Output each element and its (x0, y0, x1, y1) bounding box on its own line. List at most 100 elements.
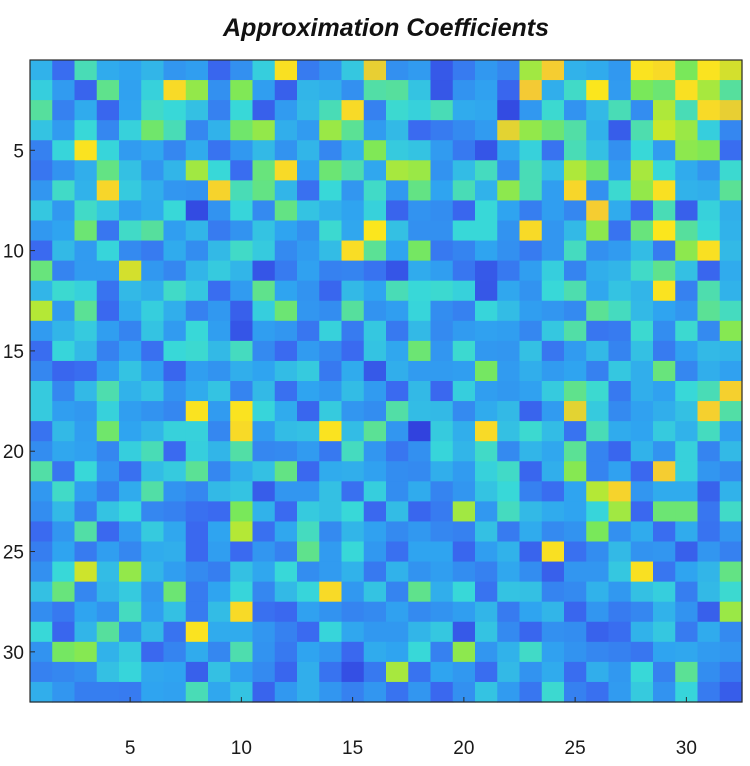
heatmap-cell (564, 280, 587, 302)
heatmap-cell (630, 561, 654, 583)
heatmap-cell (363, 481, 387, 502)
heatmap-cell (541, 621, 565, 643)
heatmap-cell (30, 320, 53, 342)
heatmap-cell (119, 521, 142, 543)
heatmap-cell (452, 140, 476, 161)
heatmap-cell (30, 561, 53, 583)
heatmap-cell (230, 441, 254, 462)
heatmap-cell (74, 561, 98, 583)
heatmap-cell (497, 220, 521, 242)
heatmap-cell (564, 661, 587, 683)
heatmap-cell (252, 621, 276, 643)
heatmap-cell (274, 401, 298, 422)
heatmap-cell (208, 541, 231, 563)
heatmap-cell (719, 441, 743, 462)
heatmap-cell (608, 360, 632, 382)
heatmap-cell (452, 300, 476, 322)
heatmap-cell (363, 160, 387, 181)
heatmap-cell (208, 220, 231, 242)
heatmap-cell (630, 661, 654, 683)
heatmap-cell (497, 180, 521, 202)
y-tick-label: 30 (3, 643, 24, 664)
heatmap-cell (230, 300, 254, 322)
heatmap-cell (185, 320, 209, 342)
heatmap-cell (608, 300, 632, 322)
heatmap-cell (185, 120, 209, 141)
heatmap-cell (653, 441, 676, 462)
heatmap-cell (386, 561, 409, 583)
heatmap-cell (541, 601, 565, 623)
heatmap-cell (497, 501, 521, 523)
heatmap-cell (96, 401, 120, 422)
heatmap-cell (141, 240, 165, 262)
heatmap-cell (564, 80, 587, 101)
heatmap-cell (653, 360, 676, 382)
heatmap-cell (697, 521, 721, 543)
heatmap-cell (408, 260, 432, 282)
heatmap-cell (363, 240, 387, 262)
heatmap-cell (274, 360, 298, 382)
heatmap-cell (564, 641, 587, 663)
heatmap-cell (52, 641, 76, 663)
heatmap-cell (630, 601, 654, 623)
heatmap-cell (452, 240, 476, 262)
heatmap-cell (30, 441, 53, 462)
heatmap-cell (363, 501, 387, 523)
heatmap-cell (630, 160, 654, 181)
heatmap-cell (497, 561, 521, 583)
heatmap-cell (586, 340, 610, 362)
heatmap-cell (719, 681, 743, 703)
heatmap-cell (319, 280, 343, 302)
heatmap-cell (408, 621, 432, 643)
heatmap-cell (30, 140, 53, 161)
heatmap-cell (141, 401, 165, 422)
heatmap-cell (630, 220, 654, 242)
heatmap-cell (30, 260, 53, 282)
heatmap-cell (719, 621, 743, 643)
heatmap-cell (74, 661, 98, 683)
heatmap-cell (185, 661, 209, 683)
heatmap-cell (274, 60, 298, 81)
heatmap-cell (497, 80, 521, 101)
heatmap-cell (564, 340, 587, 362)
heatmap-cell (653, 641, 676, 663)
heatmap-cell (541, 140, 565, 161)
heatmap-cell (675, 681, 699, 703)
heatmap-cell (452, 200, 476, 222)
heatmap-cell (675, 461, 699, 482)
heatmap-cell (497, 300, 521, 322)
heatmap-cell (52, 180, 76, 202)
heatmap-cell (653, 80, 676, 101)
heatmap-cell (30, 80, 53, 101)
heatmap-cell (74, 381, 98, 402)
heatmap-cell (408, 360, 432, 382)
heatmap-cell (586, 661, 610, 683)
heatmap-cell (475, 661, 498, 683)
heatmap-cell (697, 60, 721, 81)
heatmap-cell (497, 381, 521, 402)
heatmap-cell (697, 661, 721, 683)
heatmap-cell (630, 481, 654, 502)
heatmap-cell (297, 621, 320, 643)
heatmap-cell (408, 320, 432, 342)
heatmap-cell (230, 601, 254, 623)
heatmap-cell (653, 220, 676, 242)
heatmap-cell (119, 401, 142, 422)
heatmap-cell (719, 100, 743, 121)
heatmap-cell (252, 140, 276, 161)
heatmap-cell (252, 260, 276, 282)
heatmap-cell (519, 60, 543, 81)
heatmap-cell (297, 501, 320, 523)
heatmap-cell (386, 260, 409, 282)
heatmap-cell (408, 481, 432, 502)
heatmap-cells (30, 60, 743, 703)
heatmap-cell (363, 421, 387, 442)
heatmap-cell (408, 220, 432, 242)
heatmap-cell (208, 260, 231, 282)
heatmap-cell (252, 561, 276, 583)
heatmap-cell (30, 661, 53, 683)
heatmap-cell (96, 661, 120, 683)
heatmap-cell (341, 80, 365, 101)
heatmap-cell (119, 681, 142, 703)
heatmap-cell (163, 681, 187, 703)
